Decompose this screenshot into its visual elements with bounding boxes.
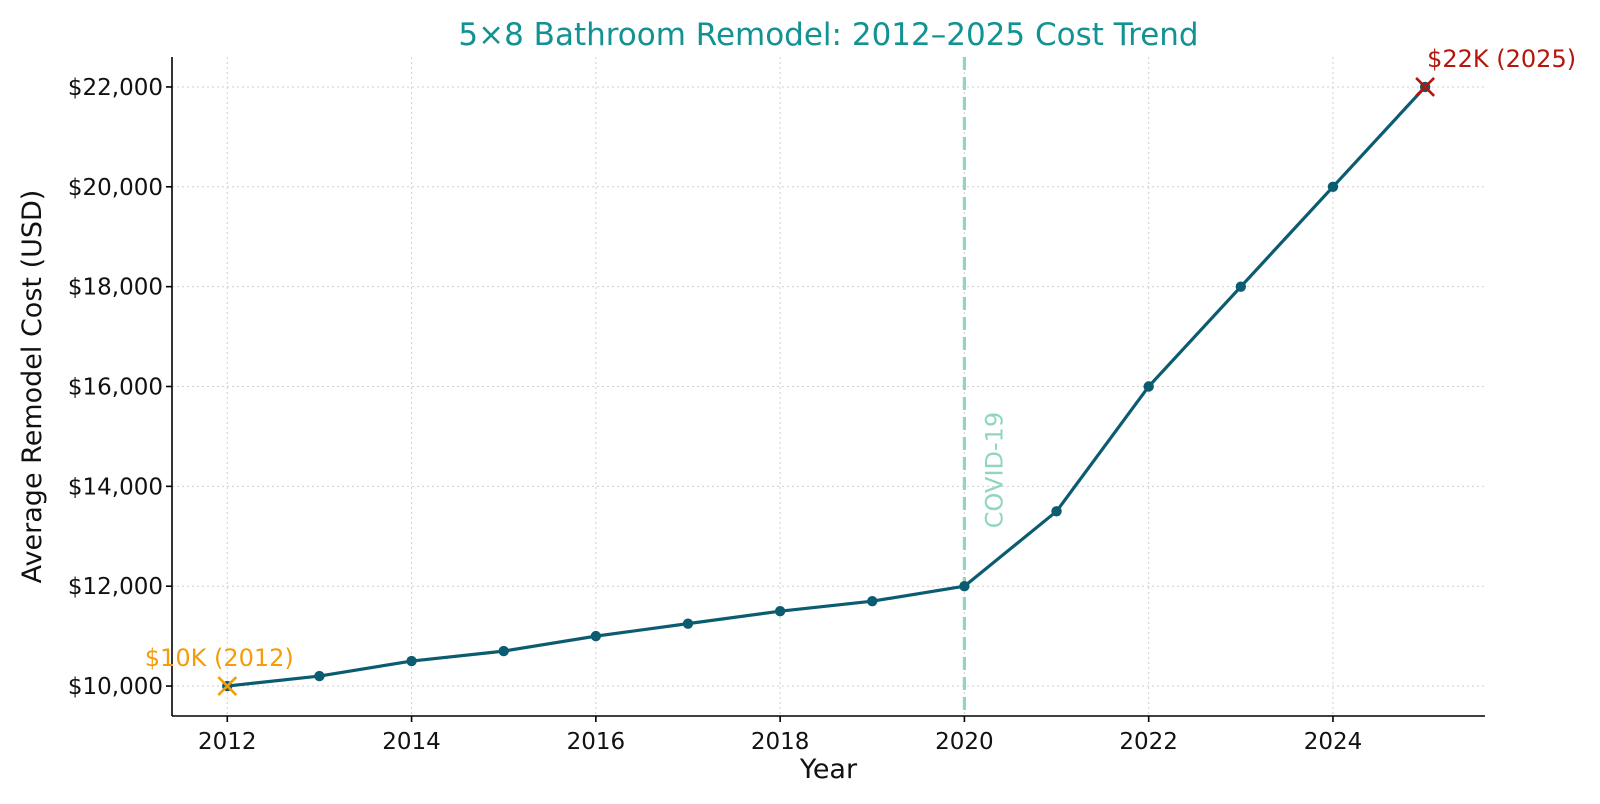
x-tick-label: 2014 xyxy=(382,729,441,755)
start-cross-marker xyxy=(217,676,238,696)
x-tick-label: 2016 xyxy=(567,729,626,755)
data-point-marker xyxy=(590,630,602,642)
cross-stroke xyxy=(217,676,238,696)
y-tick-label: $16,000 xyxy=(68,375,163,401)
x-tick-label: 2018 xyxy=(751,729,810,755)
data-point-marker xyxy=(867,595,878,607)
data-point-marker xyxy=(682,618,694,629)
chart-title: 5×8 Bathroom Remodel: 2012–2025 Cost Tre… xyxy=(458,17,1198,53)
data-point-marker xyxy=(498,645,509,657)
ticks-layer: 2012 2014 2016 2018 2020 2022 2024 $10,000 $12,0… xyxy=(68,75,1362,755)
start-annotation-label: $10K (2012) xyxy=(145,644,294,672)
data-point-marker xyxy=(1235,281,1247,292)
covid-reference-label: COVID-19 xyxy=(980,412,1008,528)
data-point-marker xyxy=(1327,181,1339,193)
y-tick-label: $20,000 xyxy=(68,175,163,201)
series-line xyxy=(225,85,1427,688)
y-tick-label: $14,000 xyxy=(68,474,163,500)
reference-layer: COVID-19 xyxy=(962,57,1008,716)
annotation-layer: $10K (2012) $22K (2025) xyxy=(145,45,1576,696)
x-tick-label: 2020 xyxy=(935,729,994,755)
data-point-marker xyxy=(1051,506,1062,517)
end-annotation-label: $22K (2025) xyxy=(1427,45,1576,73)
y-tick-label: $12,000 xyxy=(68,574,163,600)
data-point-marker xyxy=(406,655,417,667)
y-tick-label: $10,000 xyxy=(68,674,163,700)
x-tick-label: 2022 xyxy=(1119,729,1178,755)
data-point-marker xyxy=(774,605,786,617)
y-axis-label: Average Remodel Cost (USD) xyxy=(17,190,48,584)
end-cross-marker xyxy=(1415,77,1436,97)
x-tick-label: 2012 xyxy=(198,729,257,755)
y-tick-label: $18,000 xyxy=(68,275,163,301)
data-point-marker xyxy=(959,580,970,592)
data-point-marker xyxy=(314,670,325,682)
data-point-marker xyxy=(1143,381,1154,392)
cross-stroke xyxy=(1415,77,1436,97)
x-tick-label: 2024 xyxy=(1304,729,1363,755)
y-tick-label: $22,000 xyxy=(68,75,163,101)
x-axis-label: Year xyxy=(799,754,858,785)
grid-layer xyxy=(172,57,1485,716)
